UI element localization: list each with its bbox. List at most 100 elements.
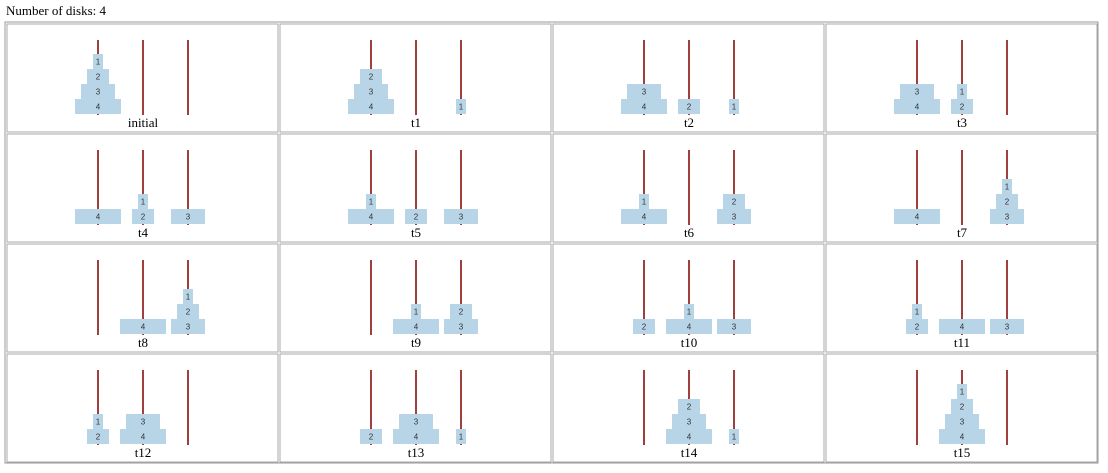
cell — [825, 353, 1098, 463]
disk — [957, 84, 967, 99]
disk — [939, 429, 985, 444]
table-border — [4, 21, 1099, 464]
state-label: t6 — [684, 225, 695, 240]
disk-number: 1 — [459, 103, 464, 112]
cell — [6, 133, 279, 243]
disk — [633, 319, 655, 334]
disk — [990, 209, 1024, 224]
disk — [957, 384, 967, 399]
disk-number: 2 — [642, 323, 647, 332]
disk — [354, 84, 388, 99]
disk — [456, 99, 466, 114]
disk — [912, 304, 922, 319]
disk — [1002, 179, 1012, 194]
cell — [6, 23, 279, 133]
disk — [348, 209, 394, 224]
state-label: t5 — [411, 225, 421, 240]
disk-number: 1 — [687, 308, 692, 317]
disk — [996, 194, 1018, 209]
disk — [684, 304, 694, 319]
state-label: t9 — [411, 335, 421, 350]
cell — [825, 23, 1098, 133]
disk — [939, 319, 985, 334]
disk-number: 4 — [369, 103, 374, 112]
disk-number: 3 — [414, 418, 419, 427]
cell — [552, 243, 825, 353]
disk — [678, 399, 700, 414]
cell — [279, 133, 552, 243]
disk-number: 1 — [459, 433, 464, 442]
disk — [894, 99, 940, 114]
disk — [678, 99, 700, 114]
disk-number: 2 — [1005, 198, 1010, 207]
cell — [552, 133, 825, 243]
disk — [75, 209, 121, 224]
disk — [183, 289, 193, 304]
header-title: Number of disks: 4 — [6, 3, 107, 18]
cell — [552, 23, 825, 133]
state-label: initial — [128, 115, 159, 130]
disk — [951, 399, 973, 414]
disk — [945, 414, 979, 429]
disk-number: 3 — [1005, 323, 1010, 332]
disk-number: 3 — [369, 88, 374, 97]
disk — [639, 194, 649, 209]
disk-number: 4 — [642, 213, 647, 222]
disk — [456, 429, 466, 444]
disk-number: 4 — [414, 433, 419, 442]
disk — [717, 209, 751, 224]
disk-number: 3 — [687, 418, 692, 427]
disk-number: 3 — [186, 323, 191, 332]
disk-number: 3 — [459, 323, 464, 332]
disk — [93, 414, 103, 429]
disk — [411, 304, 421, 319]
disk — [990, 319, 1024, 334]
disk — [138, 194, 148, 209]
disk-number: 4 — [96, 213, 101, 222]
disk-number: 1 — [96, 58, 101, 67]
disk-number: 2 — [687, 103, 692, 112]
cell — [825, 243, 1098, 353]
disk — [360, 69, 382, 84]
disk-number: 1 — [141, 198, 146, 207]
disk — [177, 304, 199, 319]
disk-number: 2 — [960, 403, 965, 412]
disk-number: 2 — [369, 73, 374, 82]
disk — [951, 99, 973, 114]
disk-number: 3 — [186, 213, 191, 222]
disk-number: 2 — [96, 433, 101, 442]
disk — [81, 84, 115, 99]
disk — [126, 414, 160, 429]
disk — [729, 99, 739, 114]
disk-number: 1 — [414, 308, 419, 317]
cell — [279, 353, 552, 463]
disk — [672, 414, 706, 429]
disk-number: 4 — [141, 323, 146, 332]
state-label: t7 — [957, 225, 968, 240]
cell — [279, 243, 552, 353]
disk-number: 3 — [1005, 213, 1010, 222]
disk-number: 2 — [141, 213, 146, 222]
disk-number: 1 — [960, 88, 965, 97]
disk — [450, 304, 472, 319]
disk — [393, 319, 439, 334]
disk-number: 2 — [960, 103, 965, 112]
disk-number: 1 — [96, 418, 101, 427]
disk-number: 1 — [915, 308, 920, 317]
cell — [552, 353, 825, 463]
state-label: t10 — [681, 335, 698, 350]
disk — [666, 319, 712, 334]
disk — [444, 209, 478, 224]
disk — [666, 429, 712, 444]
disk — [93, 54, 103, 69]
disk — [405, 209, 427, 224]
disk-number: 3 — [732, 213, 737, 222]
disk-number: 3 — [915, 88, 920, 97]
disk-number: 3 — [96, 88, 101, 97]
disk-number: 2 — [186, 308, 191, 317]
disk — [906, 319, 928, 334]
state-label: t14 — [681, 445, 698, 460]
state-label: t13 — [408, 445, 425, 460]
disk-number: 1 — [732, 103, 737, 112]
